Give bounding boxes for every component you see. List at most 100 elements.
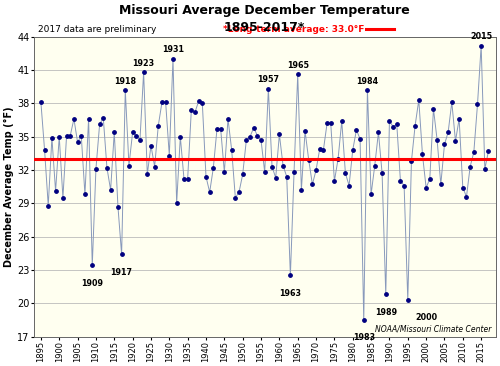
Point [144,172,152,178]
Point [477,43,485,49]
Point [147,143,155,149]
Point [122,87,130,93]
Point [264,86,272,92]
Point [422,185,430,191]
Point [194,98,202,104]
Point [132,132,140,138]
Point [114,204,122,210]
Y-axis label: December Average Temp (°F): December Average Temp (°F) [4,106,14,267]
Point [290,169,298,175]
Point [294,71,302,77]
Point [118,251,126,257]
Point [316,146,324,152]
Point [250,125,258,131]
Point [158,99,166,105]
Point [426,176,434,182]
Point [254,132,262,138]
Text: 1984: 1984 [356,76,378,86]
Point [298,187,306,193]
Point [386,118,394,124]
Point [455,116,463,122]
Text: 1965: 1965 [286,61,308,70]
Point [371,163,379,168]
Point [349,147,357,153]
Point [188,107,196,113]
Point [162,99,170,105]
Point [430,106,438,112]
Text: 1917: 1917 [110,268,132,277]
Point [323,120,331,126]
Point [78,132,86,138]
Point [228,147,235,153]
Point [382,291,390,297]
Point [242,137,250,143]
Text: 1909: 1909 [82,279,104,288]
Point [393,122,401,127]
Point [276,131,283,137]
Point [433,137,441,143]
Point [268,164,276,169]
Text: 1923: 1923 [132,59,154,68]
Point [330,178,338,184]
Point [184,176,192,182]
Point [172,200,180,206]
Text: 1963: 1963 [280,289,301,298]
Point [356,136,364,142]
Point [100,115,108,121]
Point [286,273,294,279]
Point [338,118,345,124]
Point [308,182,316,187]
Point [59,195,67,201]
Point [232,195,239,201]
Point [352,127,360,133]
Point [96,122,104,127]
Point [282,174,290,180]
Point [74,139,82,145]
Point [235,189,243,195]
Point [462,194,470,199]
Point [136,137,144,143]
Point [342,171,349,176]
Point [81,191,89,197]
Point [220,169,228,175]
Point [304,157,312,163]
Text: 1918: 1918 [114,76,136,86]
Point [374,129,382,135]
Point [166,153,173,158]
Point [210,165,218,171]
Point [440,142,448,147]
Point [408,158,416,164]
Point [415,97,423,103]
Text: 1989: 1989 [374,308,397,317]
Point [364,87,372,93]
Text: 1983: 1983 [352,333,375,342]
Point [260,169,268,175]
Point [470,149,478,155]
Point [312,167,320,173]
Point [92,166,100,172]
Point [66,132,74,138]
Text: NOAA/Missouri Climate Center: NOAA/Missouri Climate Center [375,325,491,333]
Point [48,135,56,141]
Point [224,116,232,122]
Point [37,99,45,105]
Point [103,165,111,171]
Point [202,174,210,180]
Text: 2017 data are preliminary: 2017 data are preliminary [38,25,156,34]
Point [55,134,63,139]
Text: 2015: 2015 [470,32,492,41]
Point [62,132,70,138]
Point [396,178,404,184]
Point [484,148,492,154]
Point [140,69,147,75]
Text: 2000: 2000 [415,313,437,322]
Point [88,262,96,268]
Point [154,123,162,128]
Point [411,123,419,128]
Point [191,109,199,115]
Point [345,183,353,188]
Point [320,147,328,153]
Point [216,126,224,132]
Point [128,129,136,135]
Point [206,189,214,195]
